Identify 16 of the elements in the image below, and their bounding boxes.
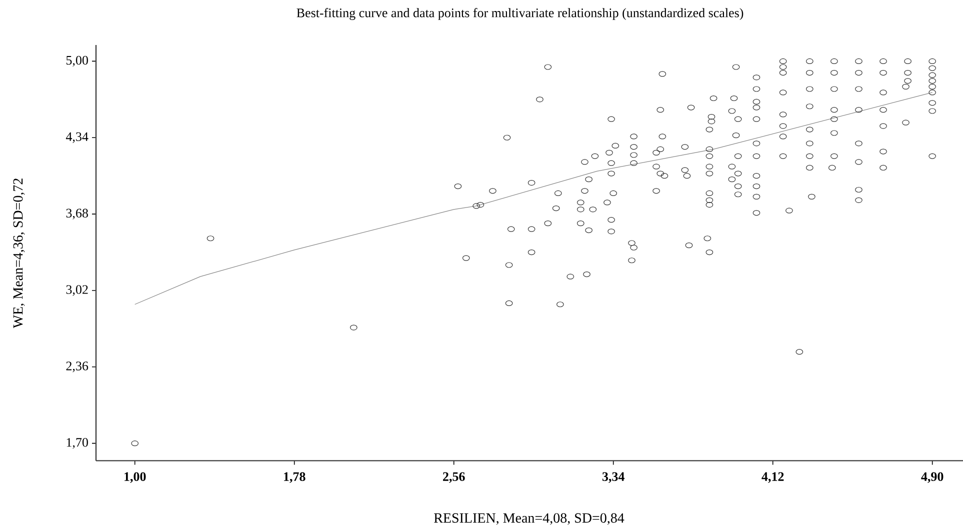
x-tick-label: 1,00	[124, 472, 146, 483]
y-axis-title: WE, Mean=4,36, SD=0,72	[13, 178, 25, 328]
x-tick-label: 1,78	[284, 472, 306, 483]
y-tick-label: 3,68	[66, 208, 88, 220]
y-tick-label: 5,00	[66, 56, 88, 67]
y-tick-label: 2,36	[66, 362, 88, 372]
x-tick-label: 2,56	[443, 472, 465, 483]
x-tick-label: 4,12	[762, 472, 784, 483]
y-tick-label: 1,70	[66, 438, 88, 449]
x-tick-label: 4,90	[921, 472, 944, 483]
line-series	[134, 92, 933, 305]
x-axis-title: RESILIEN, Mean=4,08, SD=0,84	[434, 513, 624, 525]
y-tick-label: 3,02	[66, 285, 88, 296]
x-tick-label: 3,34	[602, 472, 624, 483]
y-tick-label: 4,34	[66, 132, 88, 143]
chart-title: Best-fitting curve and data points for multivariate relationship (unstandardized scales)	[296, 8, 744, 20]
